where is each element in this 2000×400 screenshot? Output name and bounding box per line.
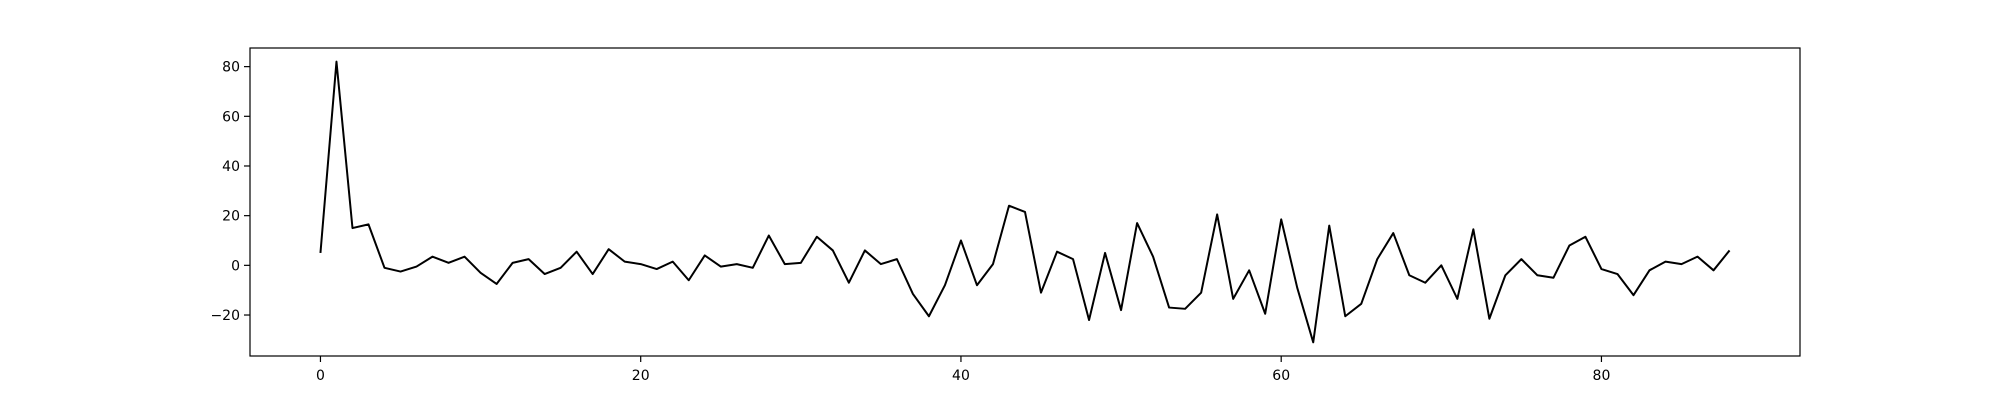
y-tick-label: 20	[222, 209, 240, 225]
x-tick-label: 60	[1272, 368, 1290, 384]
y-tick-label: −20	[210, 308, 240, 324]
plot-frame	[249, 47, 1801, 357]
x-tick-label: 80	[1593, 368, 1611, 384]
y-tick-label: 40	[222, 159, 240, 175]
y-tick-label: 80	[222, 60, 240, 76]
axis-ticks: 0 20 40 60 80 −20 0 20 40 60 80	[210, 60, 1610, 384]
y-tick-label: 0	[231, 258, 240, 274]
x-tick-label: 0	[316, 368, 325, 384]
y-tick-label: 60	[222, 109, 240, 125]
x-tick-label: 40	[952, 368, 970, 384]
x-tick-label: 20	[632, 368, 650, 384]
data-series-line	[319, 60, 1731, 344]
